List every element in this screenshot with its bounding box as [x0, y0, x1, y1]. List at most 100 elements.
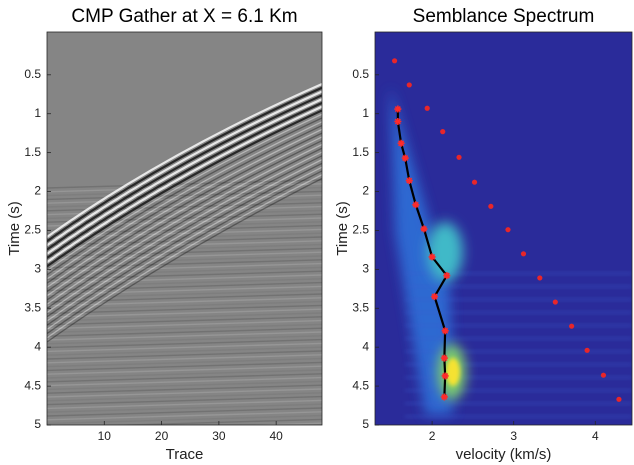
- reflection: [47, 255, 322, 265]
- y-tick-label: 5: [362, 417, 369, 431]
- x-tick-label: 20: [155, 429, 169, 443]
- reflection: [47, 243, 322, 254]
- reflection: [47, 224, 322, 235]
- reflection: [47, 194, 322, 204]
- reflection: [47, 319, 322, 330]
- reflection: [47, 384, 322, 394]
- x-tick-label: 3: [510, 429, 517, 443]
- arrival: [47, 86, 322, 243]
- velocity-marker: [505, 227, 511, 233]
- pick-marker: [401, 154, 409, 162]
- reflection: [47, 202, 322, 212]
- y-tick-label: 5: [34, 417, 41, 431]
- velocity-marker: [552, 299, 558, 305]
- arrival: [47, 177, 322, 343]
- arrival: [47, 151, 322, 314]
- reflection: [47, 350, 322, 360]
- arrival: [47, 170, 322, 335]
- arrival: [47, 155, 322, 318]
- semblance-band: [405, 402, 632, 405]
- y-axis-label: Time (s): [334, 201, 351, 255]
- arrival: [47, 166, 322, 330]
- semblance-band: [405, 298, 632, 301]
- reflection: [47, 354, 322, 364]
- reflection: [47, 335, 322, 345]
- velocity-marker: [616, 396, 622, 402]
- semblance-band: [405, 376, 632, 379]
- semblance-band: [405, 415, 632, 418]
- reflection: [47, 323, 322, 334]
- velocity-marker: [456, 154, 462, 160]
- reflection: [47, 266, 322, 277]
- y-tick-label: 4: [34, 339, 41, 353]
- reflection: [47, 380, 322, 391]
- pick-marker: [441, 372, 449, 380]
- velocity-marker: [600, 372, 607, 378]
- x-axis-label: velocity (km/s): [456, 446, 552, 463]
- x-tick-label: 40: [269, 429, 283, 443]
- reflection: [47, 278, 322, 288]
- y-tick-label: 3: [362, 262, 369, 276]
- velocity-marker: [569, 323, 575, 329]
- pick-marker: [443, 272, 451, 280]
- reflection: [47, 232, 322, 242]
- reflection: [47, 395, 322, 406]
- pick-marker: [394, 105, 402, 113]
- reflection: [47, 376, 322, 387]
- reflection: [47, 236, 322, 246]
- y-tick-label: 3: [34, 262, 41, 276]
- reflection: [236, 422, 322, 425]
- semblance-band: [405, 324, 632, 327]
- reflection: [47, 198, 322, 208]
- semblance-band: [405, 389, 632, 392]
- reflection: [47, 342, 322, 353]
- semblance-peak: [427, 222, 463, 282]
- y-tick-label: 2.5: [352, 223, 369, 237]
- arrival: [47, 136, 322, 297]
- y-tick-label: 1.5: [352, 145, 369, 159]
- pick-marker: [428, 253, 436, 261]
- reflection: [47, 414, 322, 425]
- reflection: [47, 274, 322, 284]
- y-tick-label: 2.5: [24, 223, 41, 237]
- velocity-marker: [406, 82, 412, 88]
- axes-frame: [374, 31, 633, 426]
- reflection: [47, 338, 322, 349]
- chart-title: Semblance Spectrum: [413, 6, 595, 27]
- x-tick-label: 10: [98, 429, 112, 443]
- arrival: [47, 105, 322, 264]
- x-axis-label: Trace: [166, 446, 204, 463]
- velocity-marker: [424, 105, 430, 111]
- y-tick-label: 3.5: [352, 300, 369, 314]
- arrival: [47, 82, 322, 238]
- reflection: [47, 346, 322, 356]
- arrival: [47, 117, 322, 276]
- arrival: [47, 90, 322, 247]
- semblance-band: [405, 272, 632, 275]
- reflection: [47, 365, 322, 375]
- velocity-marker: [520, 251, 527, 257]
- reflection: [47, 285, 322, 296]
- reflection: [47, 316, 322, 326]
- reflection: [47, 411, 322, 421]
- pick-marker: [441, 327, 449, 335]
- pick-marker: [397, 139, 405, 147]
- x-tick-label: 2: [429, 429, 436, 443]
- reflection: [47, 289, 322, 299]
- x-tick-label: 30: [212, 429, 226, 443]
- arrival: [47, 162, 322, 326]
- semblance-band: [405, 285, 632, 288]
- reflection: [47, 369, 322, 379]
- reflection: [47, 361, 322, 372]
- y-tick-label: 1: [362, 106, 369, 120]
- arrival: [47, 147, 322, 309]
- reflection: [47, 373, 322, 383]
- pick-marker: [405, 177, 413, 185]
- reflection: [47, 297, 322, 307]
- velocity-marker: [471, 179, 478, 185]
- y-tick-label: 4.5: [24, 378, 41, 392]
- reflection: [47, 251, 322, 261]
- semblance-band: [405, 350, 632, 353]
- axes-frame: [46, 31, 323, 426]
- pick-marker: [412, 201, 420, 209]
